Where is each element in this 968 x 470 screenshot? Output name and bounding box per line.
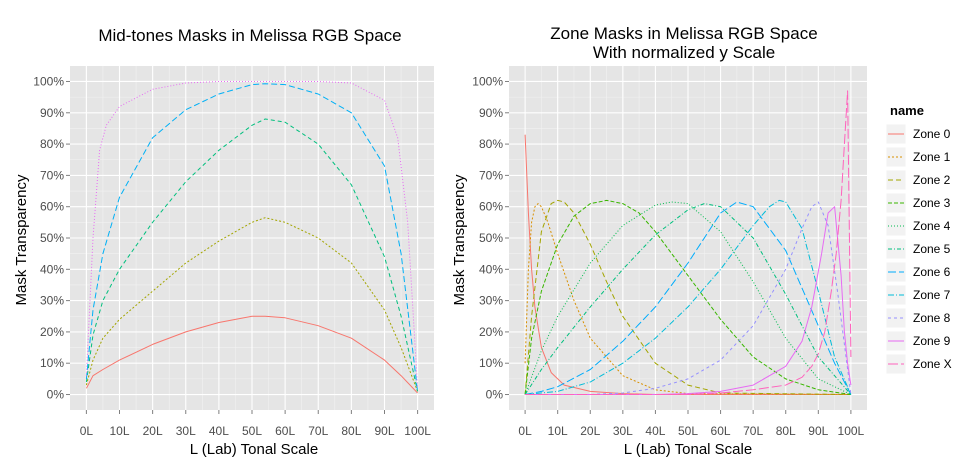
right-series-line-7 — [525, 199, 852, 395]
right-series-line-1 — [524, 203, 851, 395]
y-tick-label: 30% — [40, 294, 64, 308]
left-series-line-3 — [85, 83, 419, 392]
x-tick-label: 70L — [308, 424, 328, 438]
x-tick-label: 60L — [711, 424, 731, 438]
y-tick-label: 10% — [40, 356, 64, 370]
x-tick-label: 100L — [404, 424, 431, 438]
x-tick-label: 80L — [776, 424, 796, 438]
left-x-ticks: 0L 10L 20L 30L 40L 50L 60L 70L 80L 90L 100L — [80, 410, 431, 438]
x-tick-label: 10L — [109, 424, 129, 438]
y-tick-label: 80% — [479, 137, 503, 151]
right-chart-title: Zone Masks in Melissa RGB Space — [550, 24, 817, 43]
legend-label: Zone 8 — [913, 311, 951, 325]
left-y-axis-label: Mask Transparency — [13, 174, 30, 305]
legend-label: Zone 6 — [913, 265, 951, 279]
y-tick-label: 60% — [479, 200, 503, 214]
right-series-line-10 — [525, 90, 852, 395]
left-y-ticks: 0% 10% 20% 30% 40% 50% 60% 70% 80% 90% 100% — [33, 74, 70, 402]
x-tick-label: 50L — [678, 424, 698, 438]
y-tick-label: 30% — [479, 294, 503, 308]
y-tick-label: 90% — [40, 106, 64, 120]
legend: name Zone 0 Zone 1 Zone 2 Zone 3 Zone 4 Zone … — [885, 103, 952, 375]
left-x-axis-label: L (Lab) Tonal Scale — [190, 441, 318, 458]
y-tick-label: 40% — [479, 262, 503, 276]
left-series-line-0 — [85, 315, 418, 394]
legend-label: Zone 7 — [913, 288, 951, 302]
y-tick-label: 100% — [33, 74, 64, 88]
y-tick-label: 40% — [40, 262, 64, 276]
legend-label: Zone X — [913, 357, 952, 371]
y-tick-label: 80% — [40, 137, 64, 151]
right-series-line-0 — [524, 134, 851, 395]
y-tick-label: 50% — [40, 231, 64, 245]
y-tick-label: 90% — [479, 106, 503, 120]
x-tick-label: 70L — [743, 424, 763, 438]
x-tick-label: 100L — [838, 424, 865, 438]
y-tick-label: 70% — [40, 168, 64, 182]
legend-label: Zone 1 — [913, 150, 951, 164]
right-series-line-8 — [525, 201, 852, 395]
right-series-line-4 — [524, 201, 852, 395]
right-series-line-3 — [524, 199, 851, 395]
x-tick-label: 0L — [518, 424, 532, 438]
legend-label: Zone 2 — [913, 173, 951, 187]
y-tick-label: 10% — [479, 356, 503, 370]
legend-label: Zone 4 — [913, 219, 951, 233]
right-x-ticks: 0L 10L 20L 30L 40L 50L 60L 70L 80L 90L 100L — [518, 410, 865, 438]
x-tick-label: 10L — [548, 424, 568, 438]
x-tick-label: 20L — [143, 424, 163, 438]
right-chart-subtitle: With normalized y Scale — [593, 43, 775, 62]
x-tick-label: 30L — [613, 424, 633, 438]
x-tick-label: 80L — [341, 424, 361, 438]
x-tick-label: 40L — [645, 424, 665, 438]
left-grid — [70, 66, 434, 410]
right-series-line-9 — [525, 206, 852, 395]
legend-key — [885, 238, 907, 260]
y-tick-label: 0% — [486, 388, 504, 402]
left-chart: Mid-tones Masks in Melissa RGB Space 0% 1… — [13, 26, 434, 458]
y-tick-label: 70% — [479, 168, 503, 182]
x-tick-label: 30L — [176, 424, 196, 438]
y-tick-label: 0% — [47, 388, 65, 402]
right-series-line-2 — [524, 199, 851, 395]
right-y-ticks: 0% 10% 20% 30% 40% 50% 60% 70% 80% 90% 100% — [472, 74, 509, 402]
y-tick-label: 50% — [479, 231, 503, 245]
x-tick-label: 50L — [242, 424, 262, 438]
legend-title: name — [890, 103, 924, 118]
x-tick-label: 20L — [580, 424, 600, 438]
legend-key — [885, 215, 907, 237]
y-tick-label: 100% — [472, 74, 503, 88]
legend-label: Zone 0 — [913, 127, 951, 141]
x-tick-label: 40L — [209, 424, 229, 438]
legend-label: Zone 3 — [913, 196, 951, 210]
left-series-lines — [85, 81, 419, 394]
y-tick-label: 20% — [479, 325, 503, 339]
y-tick-label: 60% — [40, 200, 64, 214]
right-y-axis-label: Mask Transparency — [451, 174, 468, 305]
left-series-line-2 — [85, 118, 419, 392]
right-x-axis-label: L (Lab) Tonal Scale — [624, 441, 752, 458]
legend-label: Zone 9 — [913, 334, 951, 348]
legend-label: Zone 5 — [913, 242, 951, 256]
left-chart-title: Mid-tones Masks in Melissa RGB Space — [98, 26, 401, 45]
right-chart: Zone Masks in Melissa RGB Space With nor… — [451, 24, 867, 458]
right-series-lines — [524, 90, 852, 395]
x-tick-label: 0L — [80, 424, 94, 438]
y-tick-label: 20% — [40, 325, 64, 339]
x-tick-label: 90L — [374, 424, 394, 438]
x-tick-label: 60L — [275, 424, 295, 438]
right-series-line-6 — [525, 201, 852, 395]
x-tick-label: 90L — [808, 424, 828, 438]
right-series-line-5 — [524, 203, 852, 395]
